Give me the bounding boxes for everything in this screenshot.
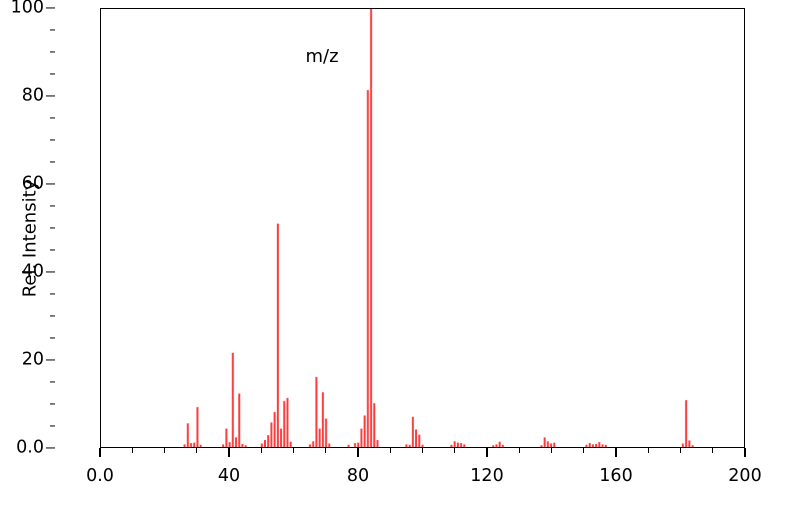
y-tick-minor — [50, 161, 55, 163]
plot-area — [100, 8, 745, 448]
x-tick-label: 160 — [599, 466, 633, 486]
y-tick-minor — [50, 381, 55, 383]
x-tick-minor — [389, 448, 391, 453]
y-tick-major — [46, 183, 55, 185]
x-tick-label: 200 — [728, 466, 762, 486]
y-tick-minor — [50, 117, 55, 119]
y-tick-label: 100 — [10, 0, 44, 18]
x-tick-minor — [454, 448, 456, 453]
y-tick-label: 60 — [21, 173, 44, 194]
x-axis: 0.0 40 80 120 160 200 — [86, 448, 762, 516]
y-tick-minor — [50, 139, 55, 141]
x-tick-minor — [583, 448, 585, 453]
y-tick-minor — [50, 403, 55, 405]
x-tick-major — [615, 448, 617, 457]
y-tick-label: 20 — [21, 349, 44, 370]
x-tick-minor — [647, 448, 649, 453]
y-tick-label: 0.0 — [16, 437, 44, 458]
y-axis-title: Rel. Intensity — [19, 179, 41, 298]
x-tick-minor — [292, 448, 295, 453]
x-tick-major — [228, 448, 230, 457]
x-tick-label: 120 — [470, 466, 504, 486]
x-axis-title: m/z — [305, 46, 339, 67]
x-tick-major — [357, 448, 359, 457]
x-tick-minor — [679, 448, 682, 453]
y-tick-minor — [50, 293, 55, 295]
x-tick-label: 40 — [217, 466, 241, 486]
y-tick-minor — [50, 425, 55, 427]
y-axis: 0.0 20 40 60 80 100 — [0, 0, 100, 456]
x-tick-major — [744, 448, 746, 457]
x-tick-minor — [131, 448, 133, 453]
y-tick-minor — [50, 227, 55, 229]
x-tick-minor — [325, 448, 327, 453]
y-tick-major — [46, 447, 55, 449]
y-tick-major — [46, 359, 55, 361]
y-tick-minor — [50, 73, 55, 75]
y-tick-major — [46, 7, 55, 9]
x-tick-minor — [421, 448, 424, 453]
y-tick-minor — [50, 249, 55, 251]
x-tick-minor — [712, 448, 714, 453]
x-tick-label: 80 — [346, 466, 370, 486]
y-tick-minor — [50, 205, 55, 207]
x-tick-label: 0.0 — [86, 466, 114, 486]
y-tick-label: 40 — [21, 261, 44, 282]
y-tick-major — [46, 95, 55, 97]
y-tick-major — [46, 271, 55, 273]
x-tick-minor — [163, 448, 166, 453]
spectrum-peaks — [101, 9, 744, 447]
x-tick-minor — [196, 448, 198, 453]
y-tick-minor — [50, 29, 55, 31]
x-tick-major — [99, 448, 101, 457]
x-tick-minor — [518, 448, 520, 453]
x-tick-minor — [260, 448, 262, 453]
y-tick-minor — [50, 315, 55, 317]
x-tick-major — [486, 448, 488, 457]
x-tick-minor — [550, 448, 553, 453]
y-tick-minor — [50, 337, 55, 339]
y-tick-label: 80 — [21, 85, 44, 106]
y-tick-minor — [50, 51, 55, 53]
